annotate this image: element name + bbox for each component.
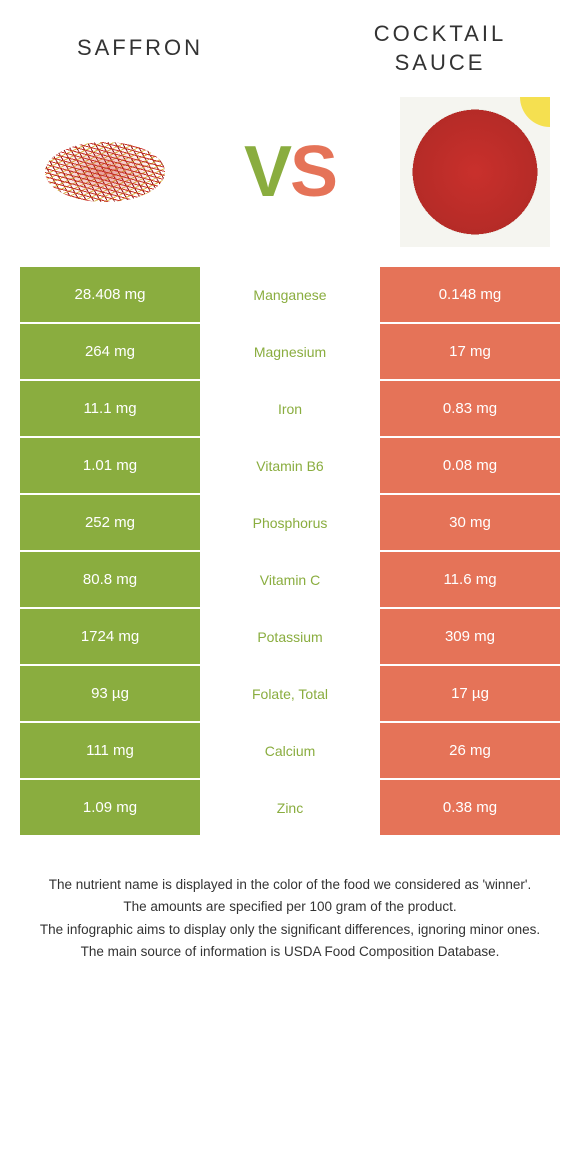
nutrient-label: Manganese [200, 267, 380, 322]
left-value: 111 mg [20, 723, 200, 778]
left-value: 93 µg [20, 666, 200, 721]
right-value: 0.148 mg [380, 267, 560, 322]
nutrient-label: Vitamin C [200, 552, 380, 607]
table-row: 1.01 mgVitamin B60.08 mg [20, 438, 560, 493]
right-value: 17 mg [380, 324, 560, 379]
right-value: 0.38 mg [380, 780, 560, 835]
sauce-icon [400, 97, 550, 247]
left-value: 1.09 mg [20, 780, 200, 835]
footnote-line: The main source of information is USDA F… [30, 942, 550, 962]
table-row: 111 mgCalcium26 mg [20, 723, 560, 778]
nutrient-label: Zinc [200, 780, 380, 835]
right-value: 26 mg [380, 723, 560, 778]
nutrient-label: Phosphorus [200, 495, 380, 550]
table-row: 1.09 mgZinc0.38 mg [20, 780, 560, 835]
saffron-icon [35, 122, 175, 222]
table-row: 11.1 mgIron0.83 mg [20, 381, 560, 436]
table-row: 252 mgPhosphorus30 mg [20, 495, 560, 550]
left-value: 1.01 mg [20, 438, 200, 493]
footnote-line: The nutrient name is displayed in the co… [30, 875, 550, 895]
nutrient-label: Iron [200, 381, 380, 436]
footnotes: The nutrient name is displayed in the co… [30, 875, 550, 962]
comparison-table: 28.408 mgManganese0.148 mg264 mgMagnesiu… [20, 267, 560, 835]
footnote-line: The infographic aims to display only the… [30, 920, 550, 940]
table-row: 28.408 mgManganese0.148 mg [20, 267, 560, 322]
table-row: 1724 mgPotassium309 mg [20, 609, 560, 664]
table-row: 93 µgFolate, total17 µg [20, 666, 560, 721]
right-food-title: Cocktail sauce [340, 20, 540, 77]
right-value: 0.83 mg [380, 381, 560, 436]
nutrient-label: Vitamin B6 [200, 438, 380, 493]
left-value: 80.8 mg [20, 552, 200, 607]
left-food-title: Saffron [40, 34, 240, 63]
right-value: 309 mg [380, 609, 560, 664]
left-value: 11.1 mg [20, 381, 200, 436]
left-value: 1724 mg [20, 609, 200, 664]
header: Saffron Cocktail sauce [0, 0, 580, 87]
right-value: 17 µg [380, 666, 560, 721]
left-value: 264 mg [20, 324, 200, 379]
nutrient-label: Potassium [200, 609, 380, 664]
right-value: 11.6 mg [380, 552, 560, 607]
images-row: VS [0, 87, 580, 267]
right-food-image [400, 97, 550, 247]
nutrient-label: Folate, total [200, 666, 380, 721]
left-value: 28.408 mg [20, 267, 200, 322]
nutrient-label: Calcium [200, 723, 380, 778]
table-row: 80.8 mgVitamin C11.6 mg [20, 552, 560, 607]
vs-label: VS [244, 131, 336, 213]
left-value: 252 mg [20, 495, 200, 550]
table-row: 264 mgMagnesium17 mg [20, 324, 560, 379]
left-food-image [30, 97, 180, 247]
right-value: 30 mg [380, 495, 560, 550]
right-value: 0.08 mg [380, 438, 560, 493]
nutrient-label: Magnesium [200, 324, 380, 379]
footnote-line: The amounts are specified per 100 gram o… [30, 897, 550, 917]
